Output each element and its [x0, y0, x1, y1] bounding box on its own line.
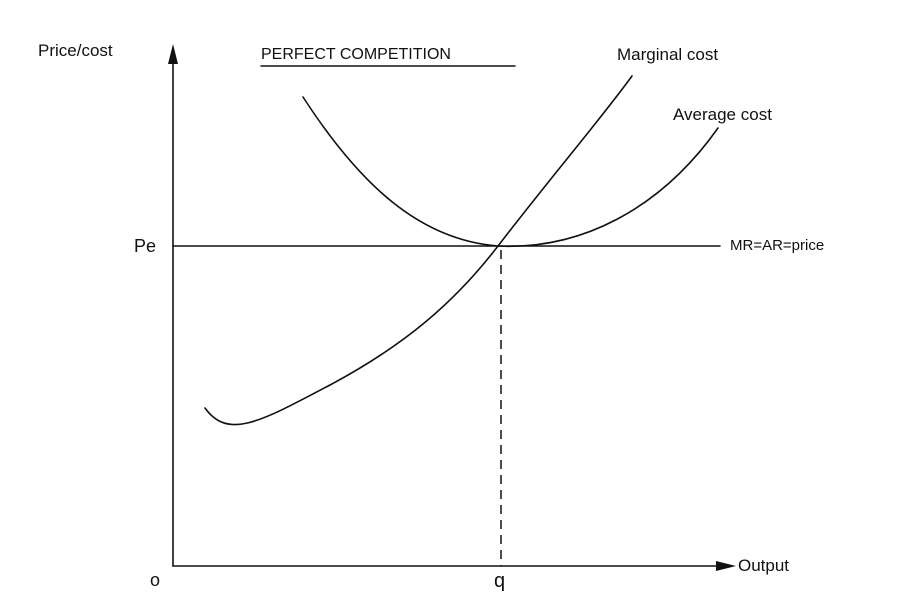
quantity-label: q — [494, 570, 505, 592]
y-axis-arrowhead — [168, 44, 178, 64]
price-label: Pe — [134, 236, 156, 256]
average-cost-curve — [302, 96, 719, 248]
y-axis-label: Price/cost — [38, 41, 113, 60]
diagram-title: PERFECT COMPETITION — [261, 46, 451, 63]
ac-label: Average cost — [673, 105, 772, 124]
x-axis-label: Output — [738, 556, 789, 575]
price-line-label: MR=AR=price — [730, 237, 824, 254]
marginal-cost-curve — [204, 75, 633, 426]
origin-label: o — [150, 570, 160, 590]
x-axis-arrowhead — [716, 561, 736, 571]
mc-label: Marginal cost — [617, 45, 718, 64]
